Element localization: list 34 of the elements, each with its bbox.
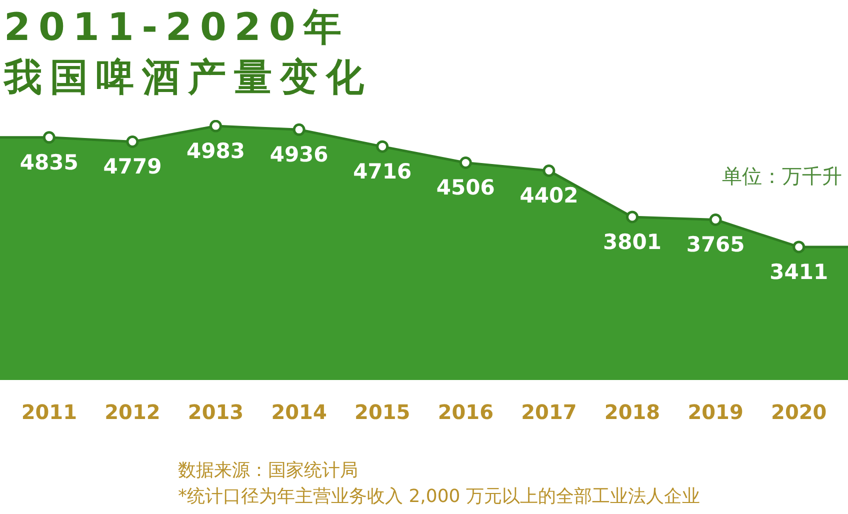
data-label: 3411 xyxy=(770,260,828,284)
annotation: 单位：万千升 xyxy=(722,163,842,190)
x-tick-label: 2011 xyxy=(21,400,77,424)
point xyxy=(459,156,472,169)
x-tick-label: 2017 xyxy=(521,400,577,424)
data-label: 4779 xyxy=(103,154,162,179)
point xyxy=(42,131,56,144)
data-label: 4936 xyxy=(270,142,328,167)
x-tick-label: 2015 xyxy=(354,400,410,424)
point xyxy=(292,123,306,136)
data-label: 4983 xyxy=(186,139,245,163)
x-tick-label: 2014 xyxy=(271,400,327,424)
point xyxy=(792,240,806,254)
data-label: 4506 xyxy=(436,176,495,200)
x-tick-label: 2012 xyxy=(104,400,160,424)
x-tick-label: 2013 xyxy=(188,400,244,424)
point xyxy=(542,164,556,177)
point xyxy=(376,140,389,153)
annotation: *统计口径为年主营业务收入 2,000 万元以上的全部工业法人企业 xyxy=(178,485,700,509)
data-label: 4835 xyxy=(20,150,78,174)
data-label: 3801 xyxy=(603,230,662,254)
point xyxy=(210,120,222,132)
point xyxy=(709,213,722,226)
data-label: 3765 xyxy=(686,232,745,257)
x-tick-label: 2020 xyxy=(771,400,827,424)
data-label: 4402 xyxy=(520,184,578,208)
x-tick-label: 2019 xyxy=(688,400,744,424)
point xyxy=(626,210,638,224)
chart-title: 2011-2020年我国啤酒产量变化 xyxy=(4,4,373,101)
annotation: 数据来源：国家统计局 xyxy=(178,459,359,483)
point xyxy=(126,135,139,148)
x-tick-label: 2018 xyxy=(604,400,660,424)
data-label: 4716 xyxy=(353,160,412,184)
x-tick-label: 2016 xyxy=(438,400,494,424)
